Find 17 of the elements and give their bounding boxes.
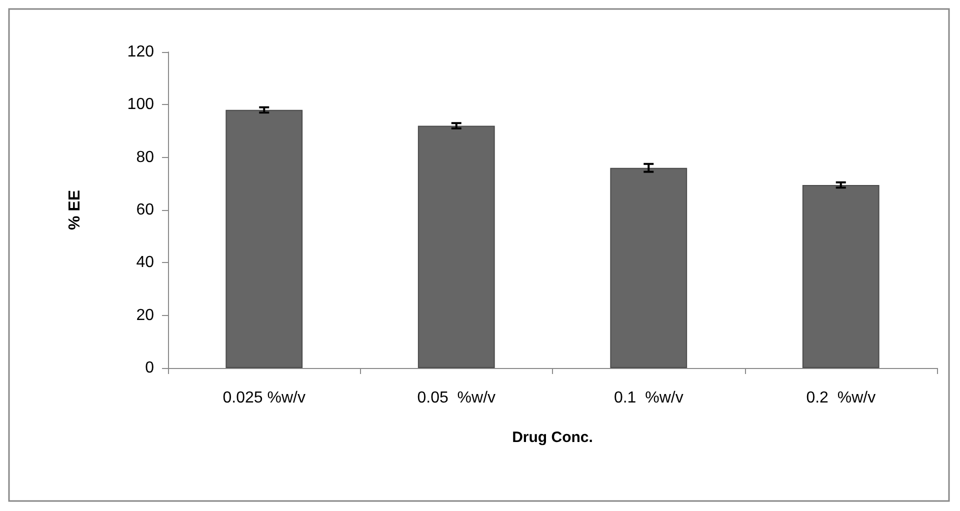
- bar: [226, 110, 303, 368]
- y-tick-label: 60: [136, 202, 154, 218]
- x-tick-label: 0.025 %w/v: [222, 390, 306, 406]
- x-tick-label: 0.05 %w/v: [417, 390, 496, 406]
- y-tick-label: 80: [136, 148, 154, 166]
- x-tick-label: 0.2 %w/v: [806, 390, 876, 406]
- bar: [802, 184, 880, 368]
- y-axis-title: % EE: [66, 190, 84, 230]
- y-tick-label: 20: [136, 306, 154, 324]
- y-tick-label: 120: [127, 44, 154, 60]
- y-tick-label: 0: [145, 360, 154, 376]
- x-axis-title: Drug Conc.: [512, 429, 593, 446]
- x-tick-label: 0.1 %w/v: [614, 390, 684, 406]
- bar: [610, 168, 688, 368]
- y-tick-label: 40: [136, 254, 154, 272]
- y-tick-label: 100: [127, 96, 154, 114]
- bar: [418, 126, 495, 368]
